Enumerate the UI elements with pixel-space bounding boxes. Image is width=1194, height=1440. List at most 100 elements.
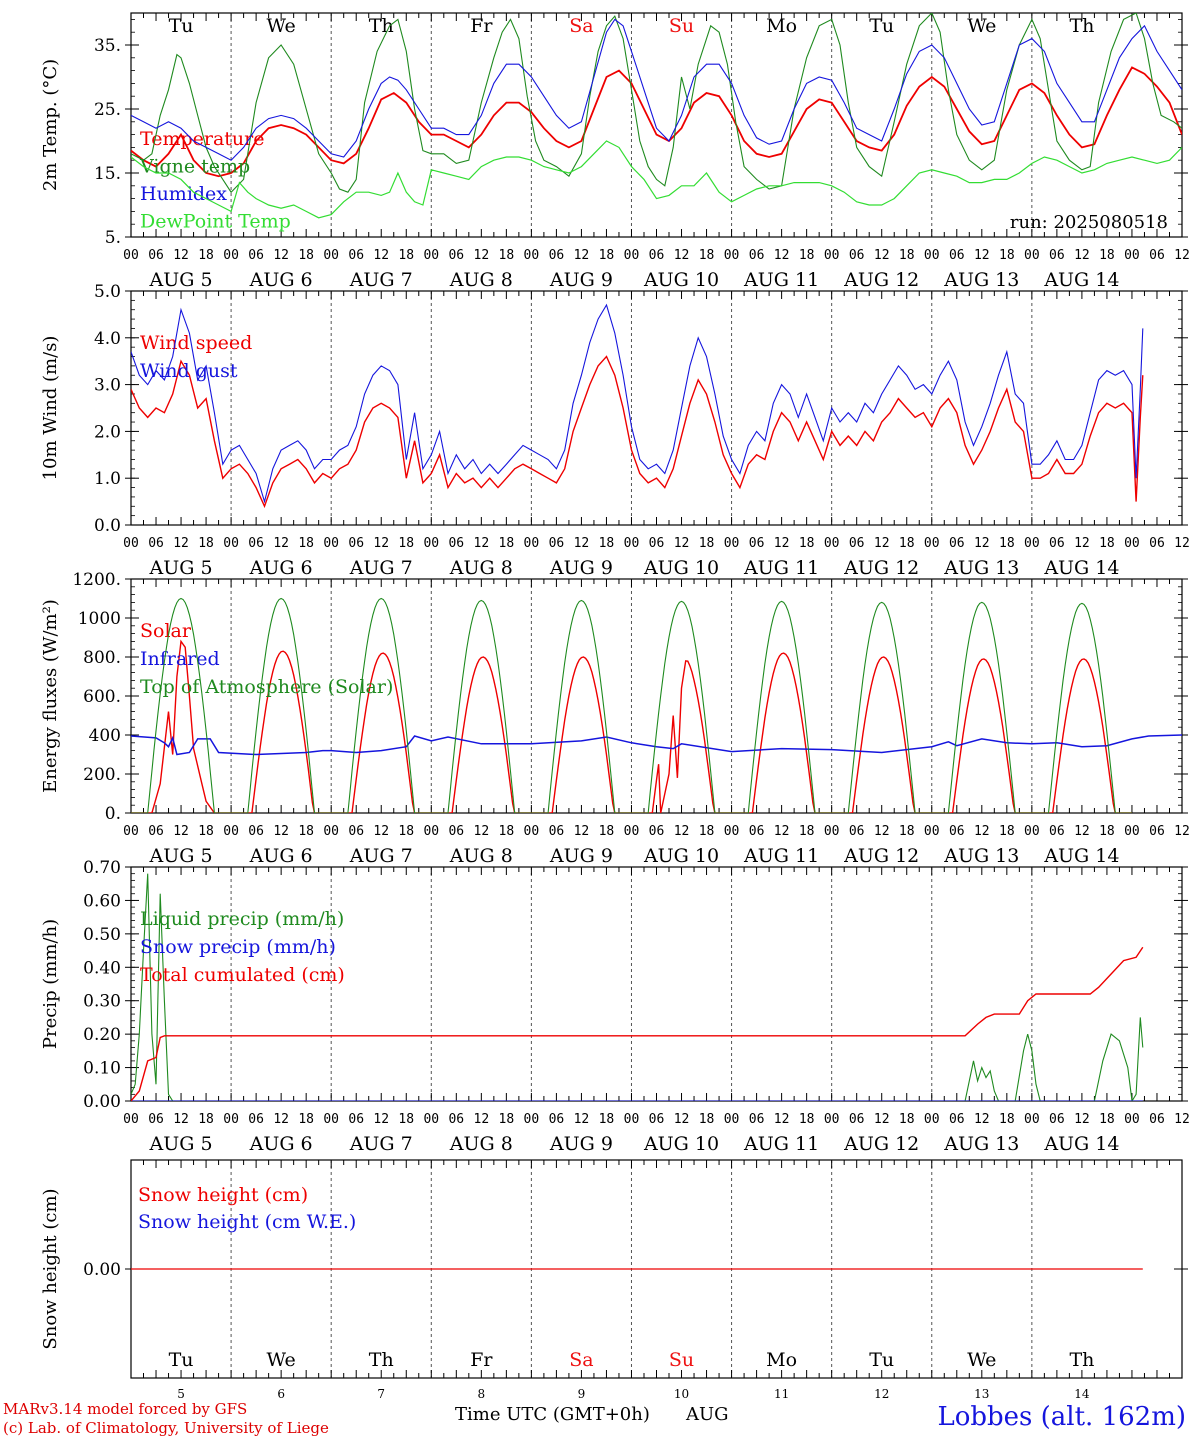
hour-tick-label: 18: [699, 1112, 715, 1127]
date-label: AUG 10: [643, 1133, 719, 1155]
hour-tick-label: 00: [323, 824, 339, 839]
hour-tick-label: 06: [448, 248, 464, 263]
hour-tick-label: 18: [298, 248, 314, 263]
hour-tick-label: 00: [123, 536, 139, 551]
date-label: AUG 5: [149, 269, 213, 291]
hour-tick-label: 06: [849, 1112, 865, 1127]
hour-tick-label: 12: [974, 536, 990, 551]
hour-tick-label: 00: [524, 248, 540, 263]
date-label: AUG 10: [643, 557, 719, 579]
footer-credit-model: MARv3.14 model forced by GFS: [3, 1400, 248, 1418]
hour-tick-label: 18: [298, 536, 314, 551]
time-axis-label: Time UTC (GMT+0h): [455, 1404, 650, 1425]
y-axis-label: Precip (mm/h): [40, 919, 61, 1049]
hour-tick-label: 18: [699, 536, 715, 551]
date-label: AUG 13: [943, 269, 1019, 291]
hour-tick-label: 00: [724, 824, 740, 839]
run-label: run: 2025080518: [1010, 212, 1168, 233]
date-label: AUG 8: [449, 1133, 513, 1155]
day-name-top: Tu: [169, 15, 194, 37]
hour-tick-label: 18: [499, 536, 515, 551]
hour-tick-label: 18: [198, 824, 214, 839]
y-tick-label: 2.0: [94, 422, 121, 442]
date-label: AUG 12: [843, 1133, 919, 1155]
series-line-top-of-atmosphere-solar-: [131, 597, 1132, 813]
date-label: AUG 5: [149, 845, 213, 867]
hour-tick-label: 12: [474, 536, 490, 551]
hour-tick-label: 00: [624, 248, 640, 263]
date-label: AUG 6: [249, 845, 313, 867]
series-line-humidex: [131, 18, 1182, 161]
hour-tick-label: 00: [323, 536, 339, 551]
day-name-top: Tu: [869, 15, 894, 37]
day-name-top: Fr: [470, 15, 493, 37]
hour-tick-label: 06: [649, 824, 665, 839]
date-label: AUG 9: [549, 557, 613, 579]
hour-tick-label: 00: [223, 248, 239, 263]
day-number: 13: [974, 1387, 989, 1401]
series-line-vigne-temp: [131, 13, 1182, 194]
hour-tick-label: 00: [624, 1112, 640, 1127]
hour-tick-label: 12: [774, 1112, 790, 1127]
y-tick-label: 0.10: [83, 1059, 121, 1079]
date-label: AUG 11: [743, 845, 819, 867]
hour-tick-label: 00: [924, 824, 940, 839]
date-label: AUG 8: [449, 269, 513, 291]
hour-tick-label: 06: [148, 824, 164, 839]
hour-tick-label: 12: [173, 536, 189, 551]
panel-2: 0.0 1.0 2.0 3.0 4.0 5.0 10m Wind (m/s) 00 06 12 18…: [40, 282, 1190, 579]
hour-tick-label: 06: [1149, 1112, 1165, 1127]
y-tick-label: 800.: [83, 648, 121, 668]
day-name-top: Su: [669, 15, 694, 37]
hour-tick-label: 18: [398, 248, 414, 263]
hour-tick-label: 06: [148, 536, 164, 551]
date-label: AUG 6: [249, 557, 313, 579]
hour-tick-label: 18: [1099, 1112, 1115, 1127]
hour-tick-label: 00: [624, 536, 640, 551]
date-label: AUG 7: [349, 1133, 413, 1155]
hour-tick-label: 00: [123, 248, 139, 263]
y-axis-label: Snow height (cm): [40, 1188, 61, 1349]
hour-tick-label: 06: [949, 248, 965, 263]
day-number: 14: [1074, 1387, 1090, 1401]
hour-tick-label: 06: [1049, 1112, 1065, 1127]
hour-tick-label: 12: [1174, 1112, 1190, 1127]
hour-tick-label: 12: [373, 248, 389, 263]
panel-4: 0.00 0.10 0.20 0.30 0.40 0.50 0.60 0.70 Precip (…: [40, 858, 1190, 1155]
hour-tick-label: 06: [248, 1112, 264, 1127]
y-tick-label: 4.0: [94, 329, 121, 349]
hour-tick-label: 06: [148, 1112, 164, 1127]
day-name-top: Th: [1069, 15, 1094, 37]
hour-tick-label: 18: [999, 1112, 1015, 1127]
hour-tick-label: 06: [448, 536, 464, 551]
footer-credit-lab: (c) Lab. of Climatology, University of L…: [3, 1419, 329, 1437]
date-label: AUG 8: [449, 845, 513, 867]
date-label: AUG 11: [743, 1133, 819, 1155]
date-label: AUG 6: [249, 269, 313, 291]
hour-tick-label: 18: [398, 1112, 414, 1127]
legend-entry: Wind gust: [140, 360, 238, 382]
date-label: AUG 9: [549, 845, 613, 867]
day-number: 10: [674, 1387, 689, 1401]
hour-tick-label: 00: [524, 824, 540, 839]
hour-tick-label: 06: [549, 248, 565, 263]
month-label: AUG: [686, 1404, 729, 1425]
hour-tick-label: 00: [423, 824, 439, 839]
y-tick-label: 1.0: [94, 469, 121, 489]
date-label: AUG 10: [643, 269, 719, 291]
hour-tick-label: 18: [398, 536, 414, 551]
hour-tick-label: 00: [924, 536, 940, 551]
day-name-bottom: Mo: [766, 1349, 797, 1371]
y-tick-label: 0.50: [83, 925, 121, 945]
hour-tick-label: 18: [899, 1112, 915, 1127]
hour-tick-label: 00: [924, 1112, 940, 1127]
hour-tick-label: 12: [774, 248, 790, 263]
hour-tick-label: 06: [949, 824, 965, 839]
hour-tick-label: 06: [849, 248, 865, 263]
legend-entry: Liquid precip (mm/h): [140, 908, 344, 930]
hour-tick-label: 06: [649, 536, 665, 551]
hour-tick-label: 12: [674, 1112, 690, 1127]
hour-tick-label: 18: [499, 824, 515, 839]
day-number: 6: [277, 1387, 285, 1401]
